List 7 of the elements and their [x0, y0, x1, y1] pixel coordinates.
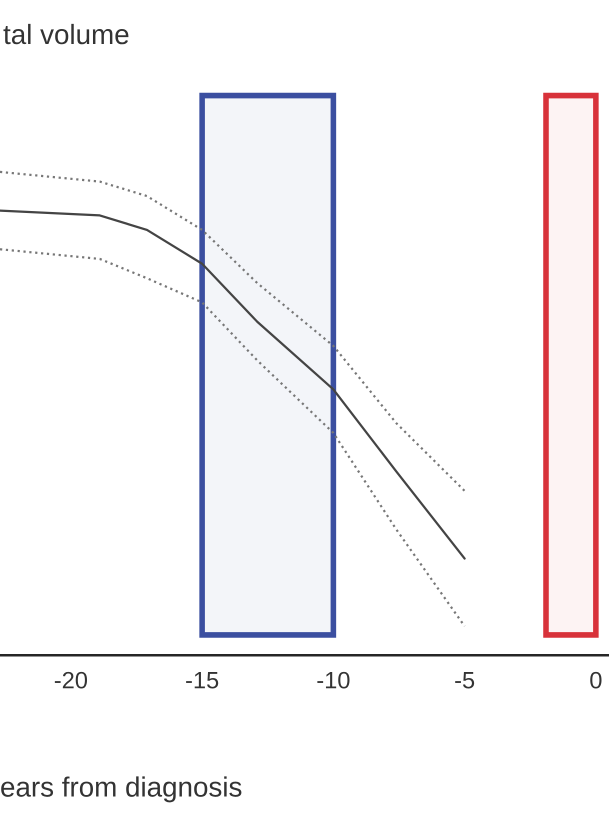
x-tick-label: -10 [317, 672, 350, 689]
x-tick-label: -20 [54, 672, 88, 689]
x-tick-label: -15 [186, 672, 218, 689]
x-tick-label: 0 [590, 672, 602, 689]
chart-title: tal volume [3, 24, 128, 44]
x-axis-title: ears from diagnosis [1, 776, 242, 802]
x-tick-label: -5 [455, 672, 474, 689]
